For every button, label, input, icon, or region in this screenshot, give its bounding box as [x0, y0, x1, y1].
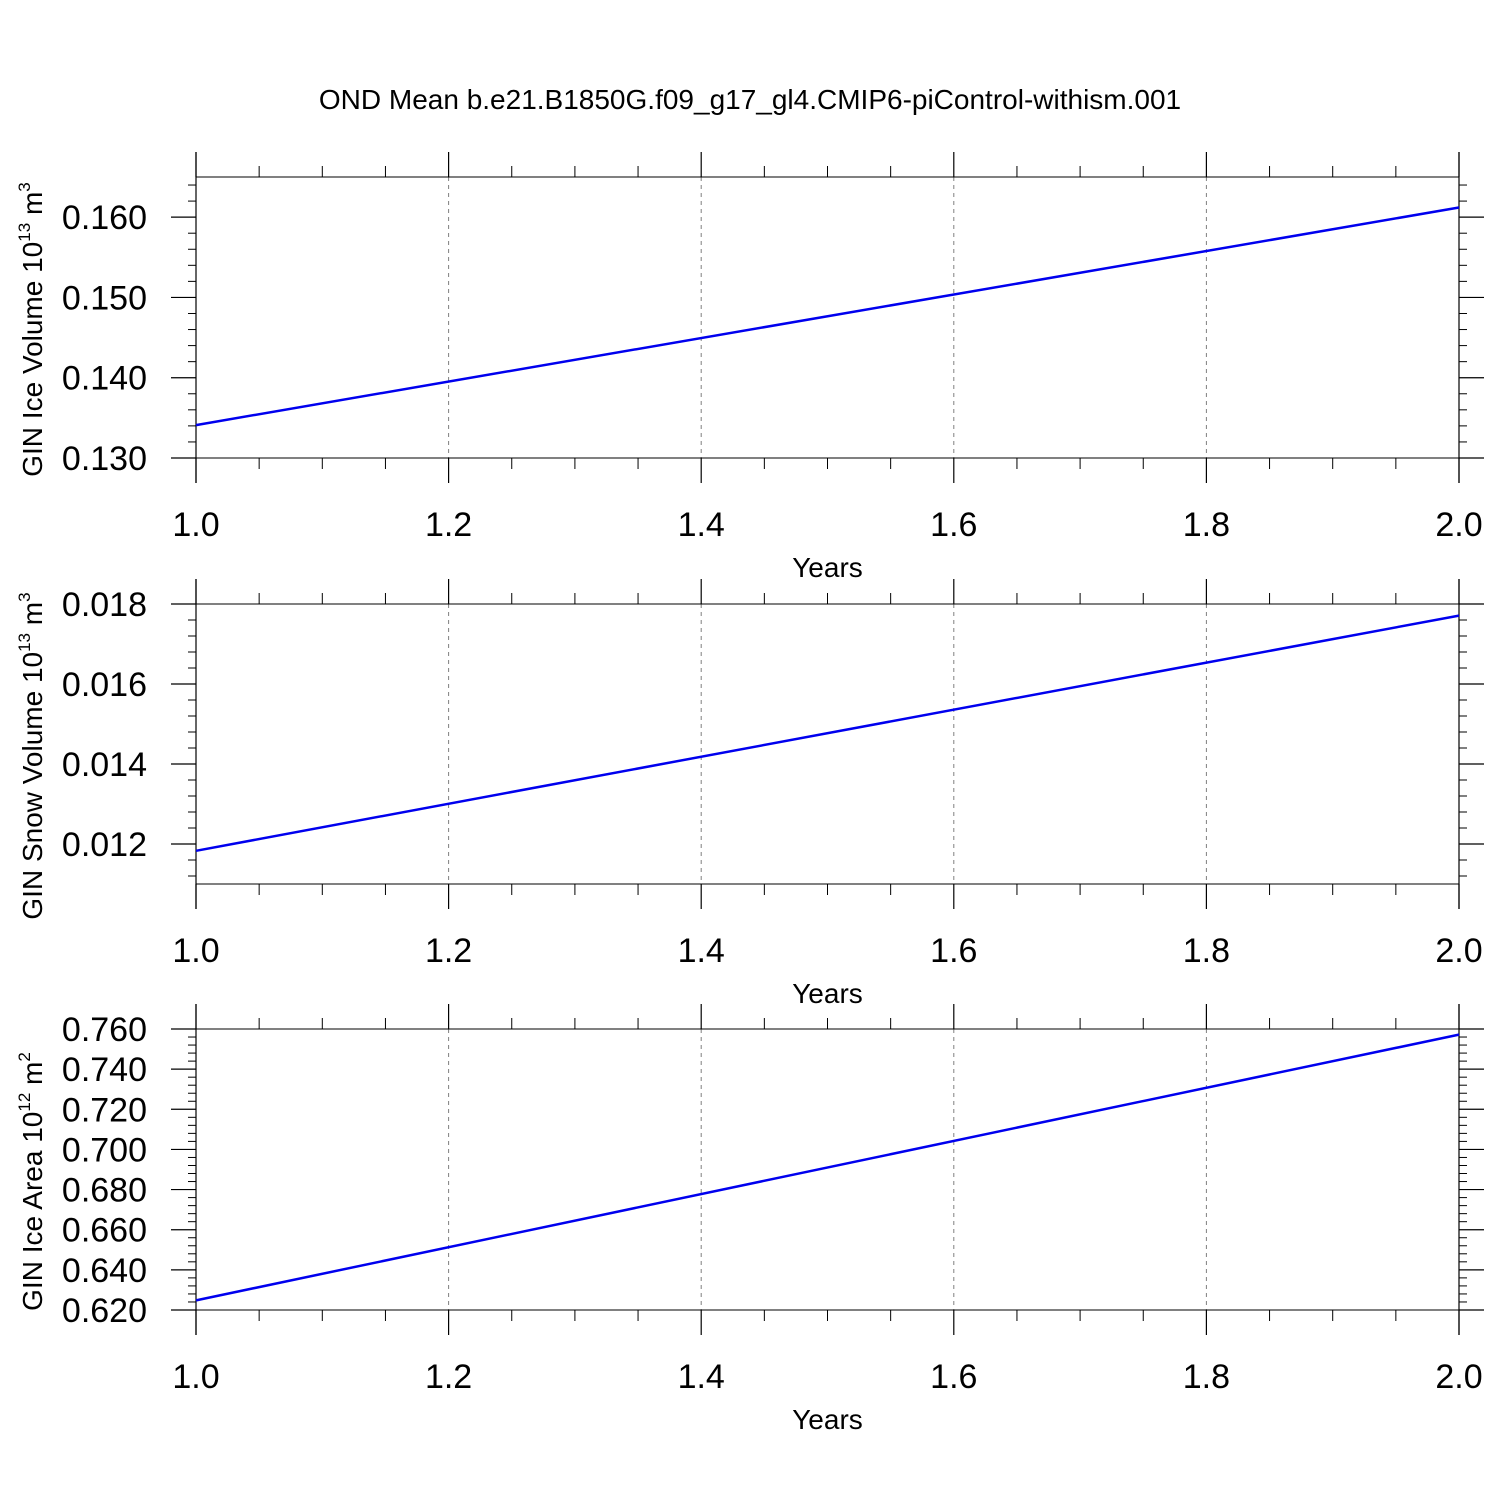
x-tick-label: 1.6: [930, 506, 977, 544]
y-axis-label-exponent: 13: [15, 633, 34, 652]
y-axis-label-main: GIN Ice Area 10: [17, 1112, 48, 1311]
x-tick-label: 1.2: [425, 1358, 472, 1396]
x-axis-label: Years: [792, 978, 863, 1009]
y-tick-label: 0.740: [62, 1051, 147, 1089]
x-tick-label: 1.4: [678, 506, 725, 544]
x-tick-label: 1.8: [1183, 506, 1230, 544]
series-line-1: [195, 206, 1460, 427]
x-tick-label: 1.0: [172, 932, 219, 970]
x-tick-label: 1.4: [678, 932, 725, 970]
y-axis-label-unit: m: [17, 602, 48, 633]
y-axis-label-main: GIN Ice Volume 10: [17, 242, 48, 477]
x-tick-label: 2.0: [1435, 1358, 1482, 1396]
y-tick-label: 0.012: [62, 826, 147, 864]
y-tick-label: 0.016: [62, 666, 147, 704]
x-tick-label: 1.0: [172, 1358, 219, 1396]
y-tick-label: 0.720: [62, 1091, 147, 1129]
figure-title: OND Mean b.e21.B1850G.f09_g17_gl4.CMIP6-…: [318, 84, 1182, 115]
y-axis-label-unit-exponent: 2: [15, 1052, 34, 1061]
x-tick-label: 1.4: [678, 1358, 725, 1396]
y-axis-label-exponent: 12: [15, 1093, 34, 1112]
chart-panel-3: 1.0 1.2 1.4 1.6 1.8 2.0Years0.6200.6400.6600.…: [15, 1004, 1484, 1435]
y-axis-label-unit: m: [17, 1062, 48, 1093]
y-tick-label: 0.150: [62, 279, 147, 317]
y-tick-label: 0.760: [62, 1011, 147, 1049]
y-tick-label: 0.620: [62, 1292, 147, 1330]
y-tick-label: 0.680: [62, 1172, 147, 1210]
chart-panel-2: 1.0 1.2 1.4 1.6 1.8 2.0 Years 0.012 0.014 0.016 0.…: [15, 579, 1484, 1009]
y-tick-label: 0.640: [62, 1252, 147, 1290]
x-tick-label: 1.6: [930, 932, 977, 970]
y-axis-label-exponent: 13: [15, 223, 34, 242]
y-tick-label: 0.014: [62, 746, 147, 784]
x-tick-label: 1.8: [1183, 932, 1230, 970]
x-axis-label: Years: [792, 1404, 863, 1435]
y-tick-label: 0.130: [62, 440, 147, 478]
y-axis-label-unit-exponent: 3: [15, 182, 34, 191]
x-axis-label: Years: [792, 552, 863, 583]
x-tick-label: 1.0: [172, 506, 219, 544]
series-line-1: [195, 614, 1460, 853]
y-tick-label: 0.160: [62, 199, 147, 237]
y-axis-label-unit: m: [17, 192, 48, 223]
x-tick-label: 1.6: [930, 1358, 977, 1396]
y-axis-label: GIN Ice Volume 1013 m3: [15, 182, 48, 477]
y-tick-label: 0.660: [62, 1212, 147, 1250]
series-line-1: [195, 1033, 1460, 1302]
y-tick-label: 0.018: [62, 586, 147, 624]
x-tick-label: 1.2: [425, 932, 472, 970]
y-tick-label: 0.140: [62, 360, 147, 398]
x-tick-label: 2.0: [1435, 506, 1482, 544]
y-axis-label: GIN Snow Volume 1013 m3: [15, 592, 48, 919]
y-axis-label-unit-exponent: 3: [15, 592, 34, 601]
y-tick-label: 0.700: [62, 1131, 147, 1169]
x-tick-label: 2.0: [1435, 932, 1482, 970]
y-axis-label-main: GIN Snow Volume 10: [17, 652, 48, 920]
chart-panel-1: 1.0 1.2 1.4 1.6 1.8 2.0 Years 0.130 0.140 0.150 0.…: [15, 152, 1484, 583]
x-tick-label: 1.2: [425, 506, 472, 544]
y-axis-label: GIN Ice Area 1012 m2: [15, 1052, 48, 1311]
x-tick-label: 1.8: [1183, 1358, 1230, 1396]
